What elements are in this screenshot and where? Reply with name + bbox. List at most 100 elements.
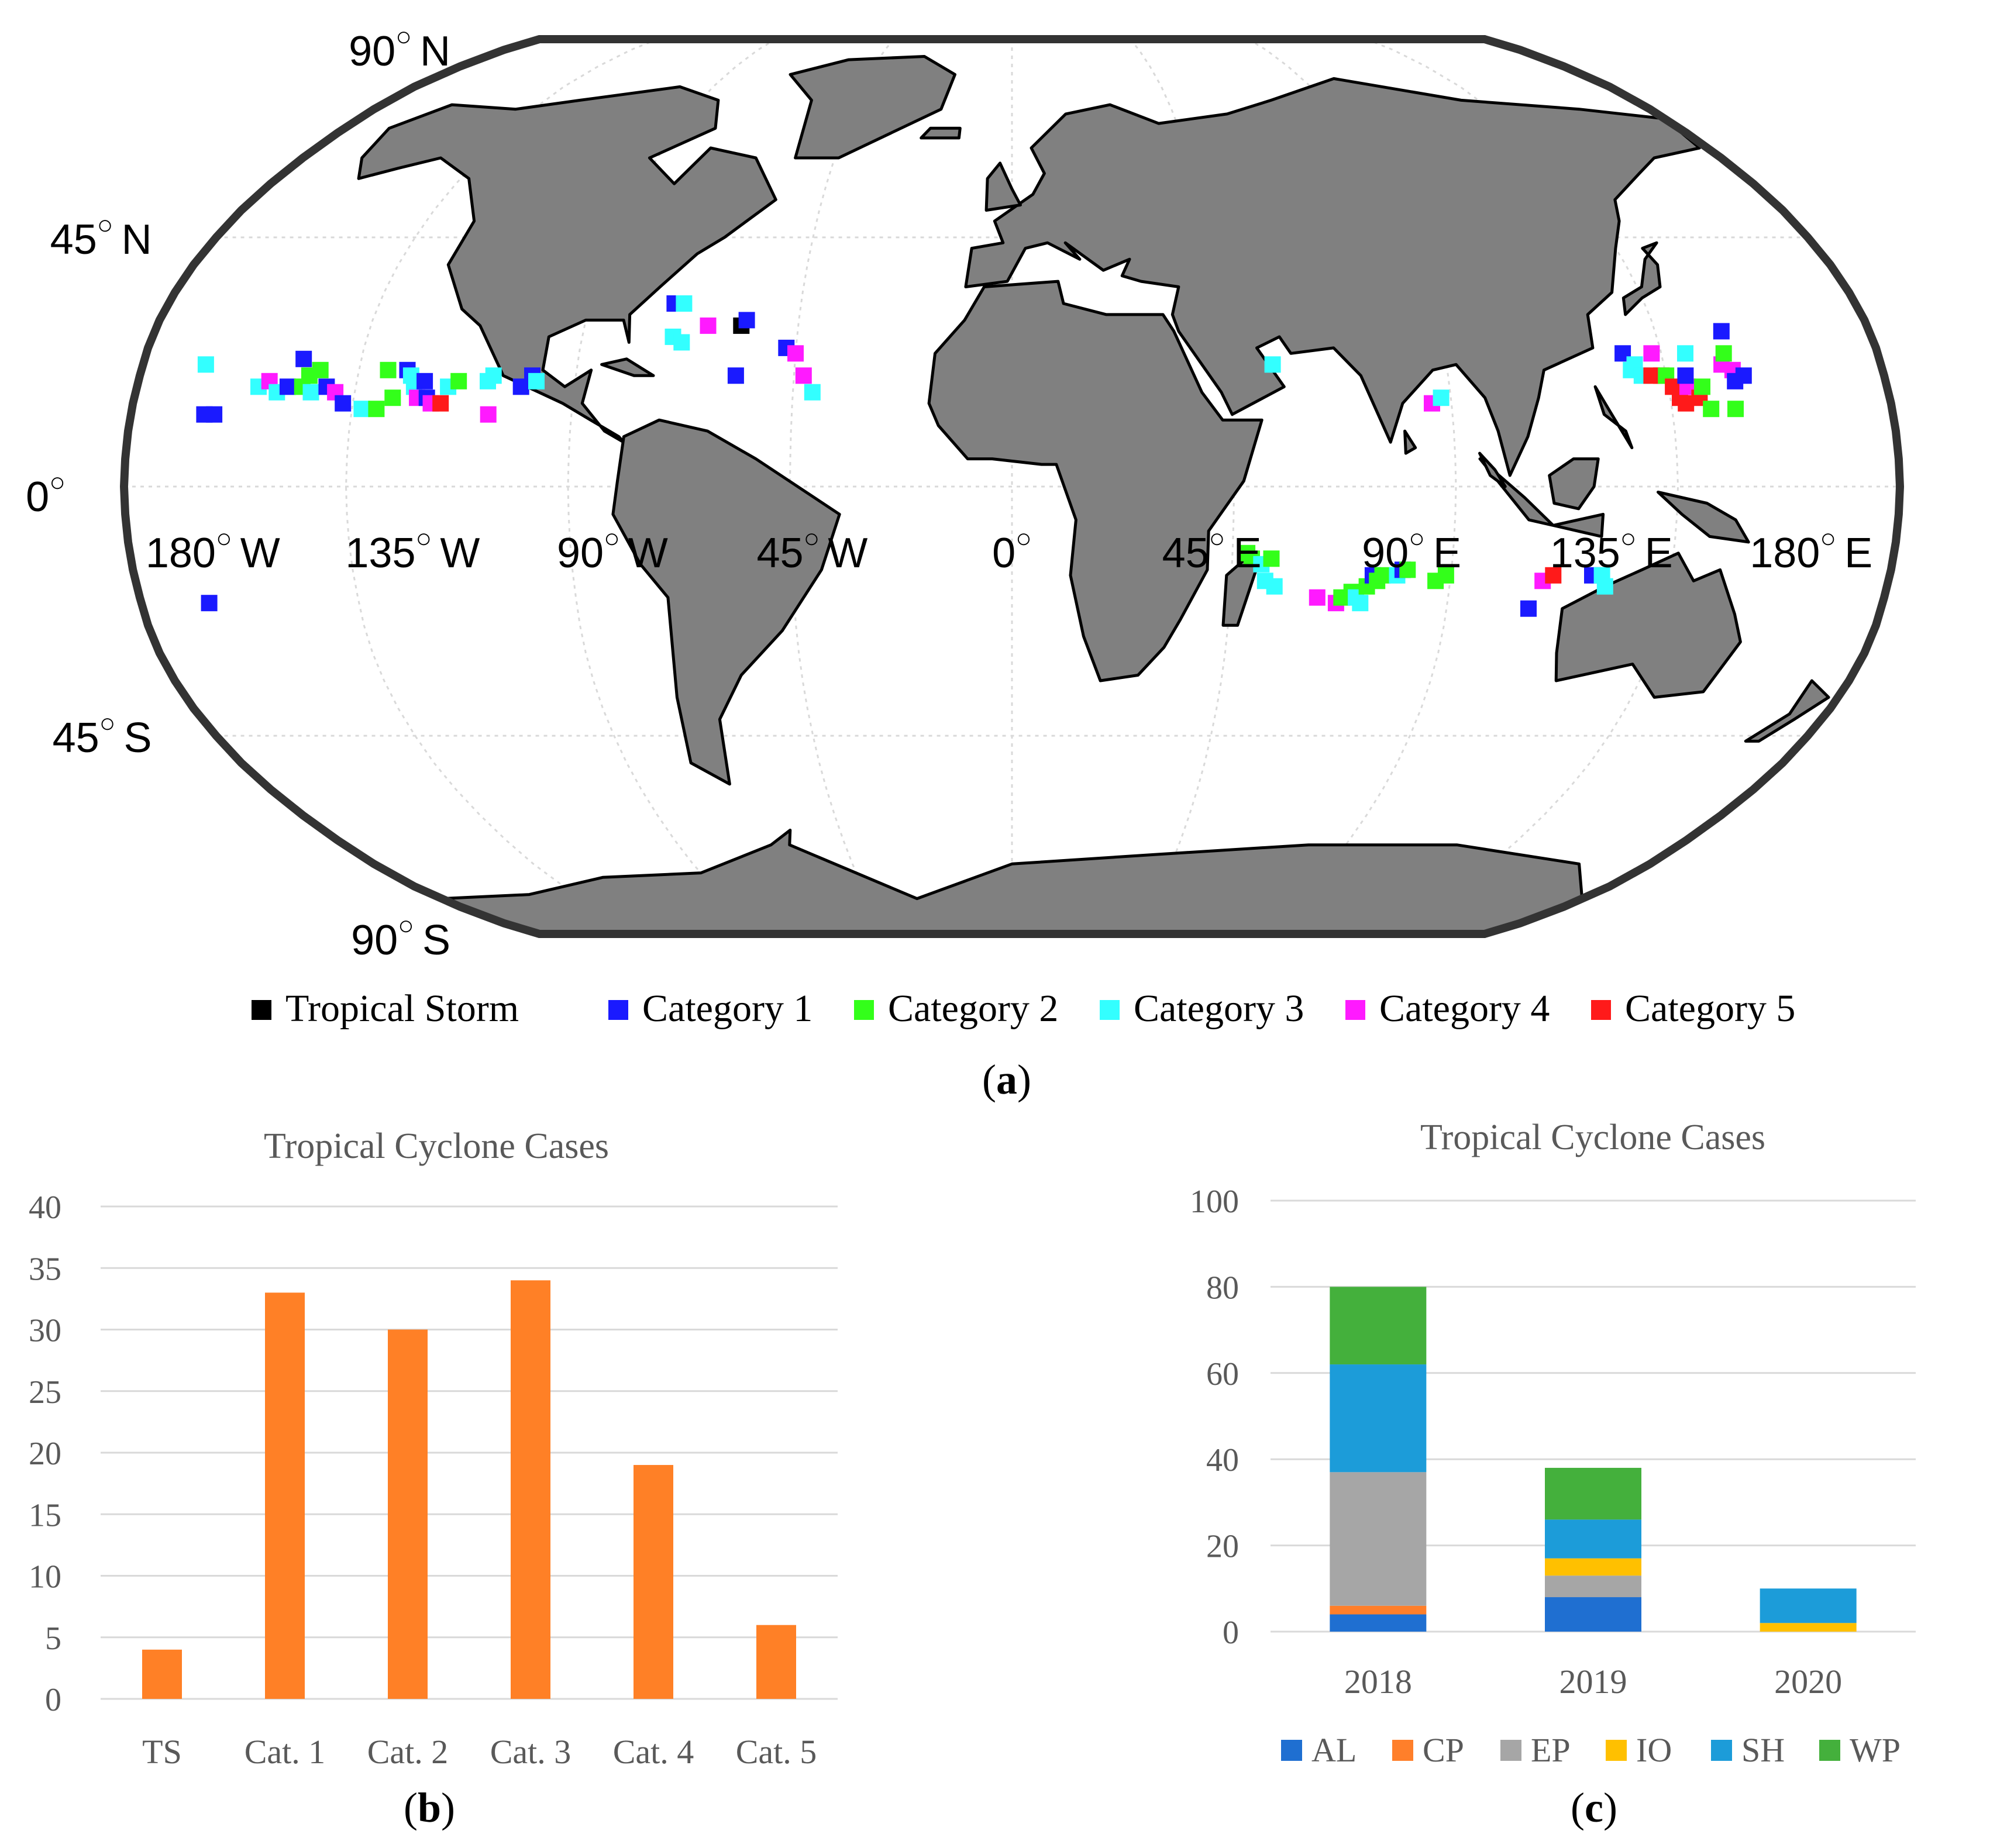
cyclone-point: [485, 367, 502, 384]
cyclone-point: [1677, 345, 1693, 362]
cyclone-point: [1264, 356, 1281, 373]
map-panel: 90○ N45○ N0○45○ S90○ S 180○ W 135○ W 90○ W 45○ W 0○ 4…: [26, 21, 1905, 1030]
y-tick-label: 25: [29, 1374, 61, 1411]
land-eurasia: [964, 77, 1701, 477]
chart-b-gridlines: [101, 1205, 838, 1700]
cyclone-point: [279, 378, 296, 395]
hemisphere-letter: S: [422, 917, 450, 964]
cyclone-point: [673, 334, 690, 351]
panel-c-letter: c: [1585, 1784, 1603, 1831]
cyclone-point: [787, 345, 804, 362]
meridian-line: [567, 39, 776, 934]
legend-label: Category 5: [1625, 987, 1795, 1030]
panel-b-label: (b): [404, 1784, 455, 1831]
chart-c-title: Tropical Cyclone Cases: [1420, 1118, 1765, 1157]
cyclone-point: [1374, 567, 1391, 584]
chart-c-bars: [1330, 1287, 1857, 1632]
cyclone-point: [1694, 378, 1710, 395]
cyclone-point: [1713, 323, 1730, 340]
latitude-value: 0: [26, 474, 49, 520]
y-tick-label: 100: [1190, 1184, 1239, 1220]
cyclone-point: [1596, 578, 1613, 595]
cyclone-point: [206, 406, 223, 423]
longitude-value: 0: [992, 530, 1015, 577]
legend-swatch: [1606, 1740, 1627, 1761]
land-iceland: [920, 126, 962, 140]
stacked-bar-segment: [1330, 1364, 1427, 1473]
legend-swatch: [1591, 1000, 1611, 1020]
longitude-value: 90: [1362, 530, 1409, 577]
cyclone-point: [738, 312, 755, 329]
land-africa: [927, 280, 1264, 682]
chart-c-legend: AL CP EP IO SH WP: [1281, 1731, 1901, 1769]
map-legend: Tropical Storm Category 1 Category 2 Catego…: [252, 987, 1795, 1030]
map-border: [119, 35, 1905, 938]
legend-label: Category 1: [642, 987, 813, 1030]
hemisphere-letter: E: [1645, 530, 1673, 577]
panel-a-label: (a): [982, 1056, 1031, 1103]
panel-b-letter: b: [418, 1784, 441, 1831]
stacked-bar-segment: [1760, 1623, 1857, 1632]
cyclone-point: [353, 401, 370, 418]
y-tick-label: 30: [29, 1313, 61, 1349]
land-sumatra-north: [1478, 451, 1507, 488]
y-tick-label: 20: [1206, 1529, 1239, 1565]
degree-symbol: ○: [99, 708, 116, 738]
longitude-label: 135○ W: [345, 523, 480, 577]
cyclone-point: [1727, 401, 1744, 418]
cyclone-point: [528, 373, 545, 389]
longitude-label: 180○ W: [146, 523, 280, 577]
latitude-label: 90○ N: [349, 21, 450, 75]
x-tick-label: Cat. 5: [736, 1733, 817, 1771]
cyclone-point: [1266, 578, 1283, 595]
legend-label: Tropical Storm: [285, 987, 519, 1030]
cyclone-point: [1715, 345, 1732, 362]
legend-swatch: [854, 1000, 874, 1020]
cyclone-point: [480, 406, 497, 423]
legend-swatch: [1100, 1000, 1120, 1020]
y-tick-label: 20: [29, 1436, 61, 1472]
bar: [511, 1280, 550, 1699]
y-tick-label: 40: [29, 1190, 61, 1226]
map-latitude-labels: 90○ N45○ N0○45○ S90○ S: [26, 21, 450, 964]
bar: [142, 1649, 182, 1699]
cyclone-point: [302, 384, 319, 401]
cyclone-point: [1677, 367, 1694, 384]
degree-symbol: ○: [49, 467, 66, 497]
legend-label: Category 2: [888, 987, 1058, 1030]
longitude-label: 90○ E: [1362, 523, 1461, 577]
map-land: [357, 55, 1830, 934]
legend-label: SH: [1741, 1731, 1785, 1769]
cyclone-point: [727, 367, 744, 384]
degree-symbol: ○: [1409, 523, 1425, 553]
map-longitude-labels: 180○ W 135○ W 90○ W 45○ W 0○ 45○ E 90○ E 135○ E 180○ E: [146, 523, 1872, 577]
y-tick-label: 40: [1206, 1442, 1239, 1478]
degree-symbol: ○: [604, 523, 620, 553]
legend-swatch: [1281, 1740, 1302, 1761]
land-greenland: [789, 55, 956, 160]
legend-label: AL: [1311, 1731, 1357, 1769]
x-tick-label: TS: [142, 1733, 182, 1771]
hemisphere-letter: E: [1433, 530, 1461, 577]
latitude-label: 0○: [26, 467, 66, 520]
cyclone-point: [795, 367, 812, 384]
bar: [265, 1292, 305, 1699]
y-tick-label: 10: [29, 1559, 61, 1595]
cyclone-point: [197, 356, 214, 373]
panel-c-label: (c): [1571, 1784, 1617, 1831]
latitude-label: 90○ S: [351, 910, 450, 964]
cyclone-point: [1352, 595, 1369, 612]
longitude-label: 135○ E: [1550, 523, 1673, 577]
degree-symbol: ○: [216, 523, 232, 553]
land-north-america: [357, 85, 777, 444]
chart-c: Tropical Cyclone Cases 0 20 40 60 80 100 2018…: [1190, 1118, 1916, 1769]
cyclone-point: [201, 595, 218, 612]
chart-c-x-ticks: 2018 2019 2020: [1344, 1663, 1842, 1701]
legend-swatch: [1392, 1740, 1413, 1761]
degree-symbol: ○: [1015, 523, 1032, 553]
cyclone-point: [295, 350, 312, 367]
y-tick-label: 60: [1206, 1356, 1239, 1392]
cyclone-point: [416, 373, 433, 389]
cyclone-point: [1520, 600, 1537, 617]
